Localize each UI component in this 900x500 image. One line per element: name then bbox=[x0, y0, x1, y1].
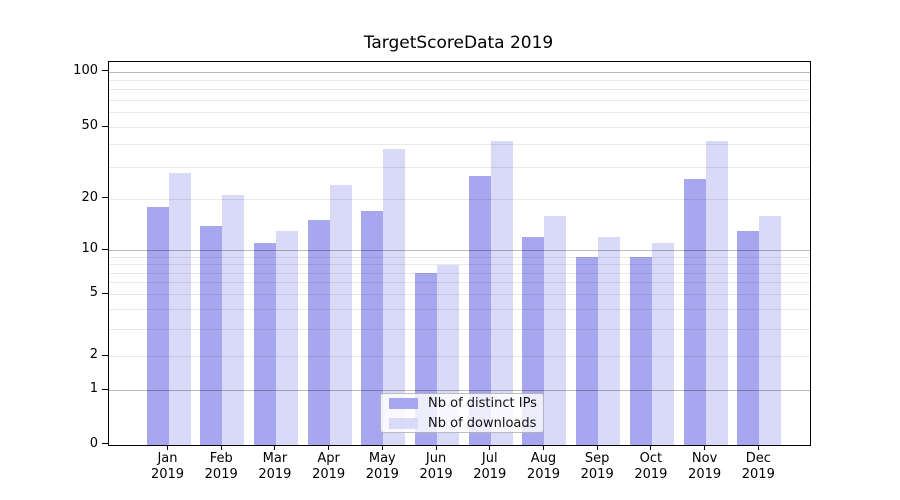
legend-label-distinct-ips: Nb of distinct IPs bbox=[428, 395, 537, 411]
bar-distinct-ips bbox=[361, 211, 384, 445]
gridline-4 bbox=[109, 309, 810, 311]
legend-swatch-downloads bbox=[389, 417, 418, 429]
y-tick-label: 50 bbox=[81, 118, 98, 133]
gridline-80 bbox=[109, 89, 810, 91]
x-tick-label: Nov 2019 bbox=[688, 451, 722, 482]
bar-distinct-ips bbox=[737, 231, 760, 445]
x-tick-label: Apr 2019 bbox=[312, 451, 346, 482]
x-tick-label: Dec 2019 bbox=[741, 451, 775, 482]
legend-item-distinct-ips: Nb of distinct IPs bbox=[381, 396, 543, 411]
x-tick-mark bbox=[650, 445, 652, 450]
bar-distinct-ips bbox=[253, 243, 276, 445]
x-tick-mark bbox=[704, 445, 706, 450]
gridline-60 bbox=[109, 112, 810, 114]
gridline-40 bbox=[109, 144, 810, 146]
x-tick-label: Jun 2019 bbox=[419, 451, 453, 482]
gridline-50 bbox=[109, 127, 810, 128]
gridline-20 bbox=[109, 198, 810, 200]
x-tick-label: Mar 2019 bbox=[258, 451, 292, 482]
legend-label-downloads: Nb of downloads bbox=[428, 415, 537, 431]
gridline-100 bbox=[109, 71, 810, 73]
y-tick-mark bbox=[102, 388, 108, 390]
y-tick-label: 2 bbox=[89, 347, 98, 362]
x-tick-label: May 2019 bbox=[365, 451, 399, 482]
y-tick-mark bbox=[102, 292, 108, 294]
legend-item-downloads: Nb of downloads bbox=[381, 416, 543, 431]
x-tick-mark bbox=[435, 445, 437, 450]
y-tick-mark bbox=[102, 248, 108, 250]
y-tick-label: 10 bbox=[81, 241, 98, 256]
gridline-90 bbox=[109, 79, 810, 81]
y-tick-mark bbox=[102, 197, 108, 198]
y-tick-label: 100 bbox=[73, 62, 98, 78]
bar-distinct-ips bbox=[146, 206, 169, 445]
x-tick-mark bbox=[167, 445, 168, 450]
gridline-30 bbox=[109, 166, 810, 168]
gridline-8 bbox=[109, 264, 810, 266]
gridline-2 bbox=[109, 356, 810, 357]
chart-title: TargetScoreData 2019 bbox=[363, 33, 554, 53]
y-tick-label: 0 bbox=[89, 435, 98, 451]
bar-downloads bbox=[168, 172, 191, 445]
bar-distinct-ips bbox=[629, 257, 652, 445]
gridline-6 bbox=[109, 282, 810, 284]
legend: Nb of distinct IPs Nb of downloads bbox=[380, 393, 544, 433]
bar-distinct-ips bbox=[683, 178, 706, 445]
x-tick-label: Jan 2019 bbox=[150, 451, 185, 482]
bar-downloads bbox=[329, 184, 352, 445]
x-tick-mark bbox=[220, 445, 222, 450]
x-tick-mark bbox=[542, 445, 544, 450]
gridline-7 bbox=[109, 272, 810, 274]
bar-distinct-ips bbox=[468, 175, 491, 445]
x-tick-mark bbox=[328, 445, 330, 450]
legend-swatch-distinct-ips bbox=[389, 397, 418, 409]
x-tick-label: Sep 2019 bbox=[580, 451, 614, 482]
gridline-9 bbox=[109, 256, 810, 258]
x-tick-label: Oct 2019 bbox=[634, 451, 668, 482]
x-tick-label: Jul 2019 bbox=[473, 451, 507, 482]
y-tick-label: 1 bbox=[89, 381, 98, 396]
bar-downloads bbox=[490, 141, 513, 445]
x-tick-mark bbox=[757, 445, 759, 450]
bar-distinct-ips bbox=[576, 257, 599, 445]
bar-distinct-ips bbox=[307, 220, 330, 445]
y-tick-mark bbox=[102, 354, 108, 356]
bar-downloads bbox=[383, 148, 406, 445]
y-tick-label: 5 bbox=[89, 285, 98, 300]
bar-downloads bbox=[544, 215, 567, 445]
y-tick-mark bbox=[102, 125, 108, 127]
x-tick-mark bbox=[381, 445, 383, 450]
y-tick-mark bbox=[102, 70, 108, 71]
x-tick-mark bbox=[274, 445, 276, 450]
y-tick-label: 20 bbox=[81, 189, 98, 205]
x-tick-label: Aug 2019 bbox=[526, 451, 561, 482]
gridline-70 bbox=[109, 100, 810, 102]
gridline-3 bbox=[109, 328, 810, 330]
x-tick-mark bbox=[489, 445, 491, 450]
bar-downloads bbox=[222, 195, 245, 445]
plot-area bbox=[108, 61, 811, 446]
x-tick-mark bbox=[596, 445, 598, 450]
y-tick-mark bbox=[102, 443, 108, 444]
bar-downloads bbox=[705, 141, 728, 445]
gridline-1 bbox=[109, 390, 810, 391]
gridline-10 bbox=[109, 250, 810, 251]
bar-downloads bbox=[598, 236, 621, 445]
bar-distinct-ips bbox=[522, 236, 545, 445]
bar-downloads bbox=[651, 243, 674, 445]
gridline-5 bbox=[109, 294, 810, 295]
bar-distinct-ips bbox=[200, 225, 223, 445]
x-tick-label: Feb 2019 bbox=[204, 451, 238, 482]
bar-downloads bbox=[759, 215, 782, 445]
bar-downloads bbox=[275, 231, 298, 445]
